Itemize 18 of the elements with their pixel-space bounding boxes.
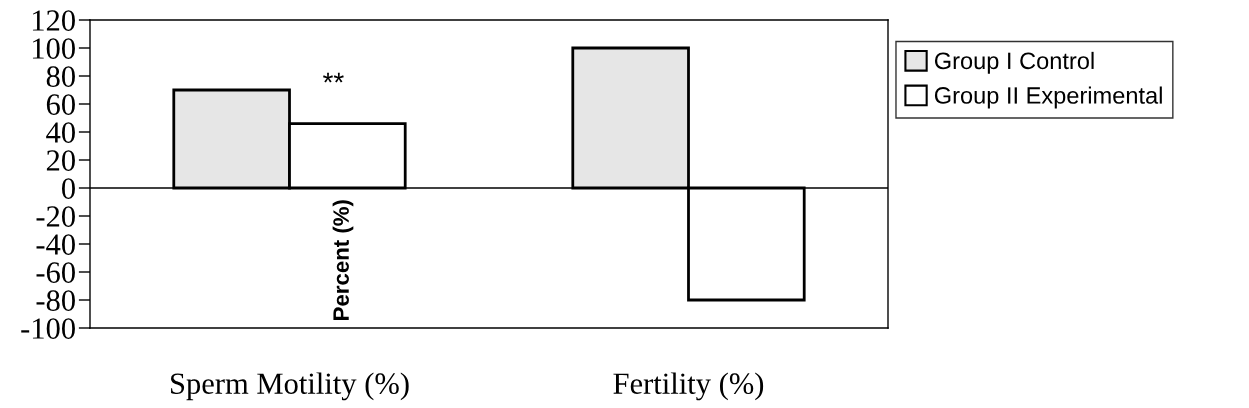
- y-tick-label: -80: [36, 290, 75, 311]
- x-tick-label: Fertility (%): [613, 372, 764, 401]
- y-tick-label: -20: [36, 206, 75, 227]
- x-tick-label: Sperm Motility (%): [171, 372, 409, 401]
- y-tick-label: 40: [46, 122, 75, 143]
- annotation: **: [323, 72, 344, 83]
- y-tick-label: 20: [46, 150, 75, 171]
- y-tick-label: -100: [21, 318, 75, 339]
- y-tick-label: -40: [36, 234, 75, 255]
- y-tick-label: 100: [32, 38, 75, 59]
- y-tick-label: 0: [62, 178, 75, 199]
- legend-label: Group I Control: [934, 51, 1094, 74]
- y-tick-label: -60: [36, 262, 75, 283]
- y-tick-label: 120: [32, 10, 75, 31]
- y-axis-title: Percent (%): [332, 200, 354, 320]
- y-tick-label: 80: [46, 66, 75, 87]
- y-tick-label: 60: [46, 94, 75, 115]
- legend-label: Group II Experimental: [934, 86, 1162, 109]
